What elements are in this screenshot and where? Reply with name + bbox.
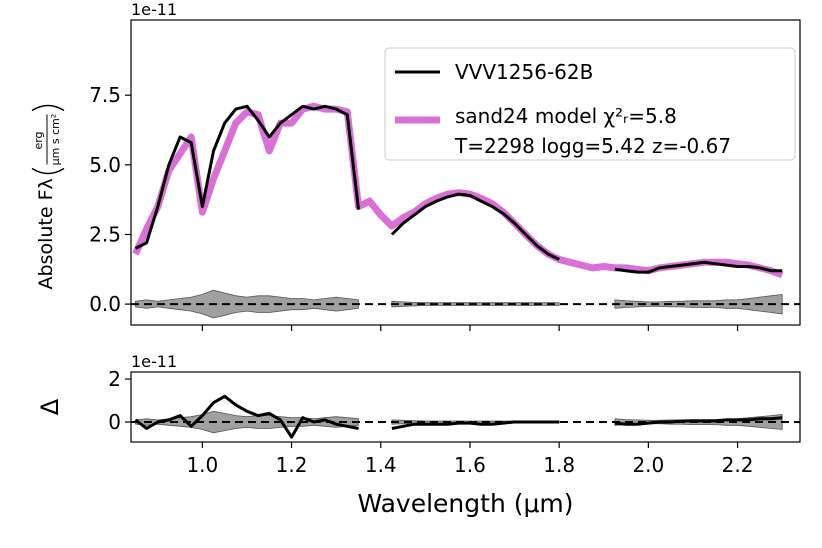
y-axis-label: Δ [36, 398, 64, 415]
y-axis-unit-den: μm s cm² [49, 114, 62, 166]
axes-frame [130, 19, 801, 326]
legend-label: sand24 model χ²ᵣ=5.8 T=2298 logg=5.42 z=-… [454, 104, 731, 158]
legend-box [384, 47, 796, 161]
plot-area [131, 394, 800, 439]
paren [31, 104, 65, 112]
x-tick-label: 1.4 [365, 453, 397, 477]
y-tick-label: 7.5 [89, 83, 121, 107]
x-axis-label: Wavelength (μm) [357, 489, 573, 518]
x-tick-label: 2.2 [722, 453, 754, 477]
series-line [134, 104, 783, 274]
axes-frame [130, 371, 801, 443]
x-tick-label: 1.0 [186, 453, 218, 477]
y-tick-label: 0 [108, 410, 121, 434]
paren [31, 167, 65, 175]
y-tick-label: 2.5 [89, 222, 121, 246]
y-tick-label: 0.0 [89, 292, 121, 316]
offset-text: 1e-11 [131, 0, 177, 19]
offset-text: 1e-11 [131, 352, 177, 371]
x-tick-label: 1.2 [276, 453, 308, 477]
series-line [134, 394, 783, 439]
x-tick-label: 1.6 [454, 453, 486, 477]
y-axis-label-text: Absolute Fλ [35, 178, 57, 289]
y-tick-label: 2 [108, 367, 121, 391]
legend-label: VVV1256-62B [455, 60, 593, 84]
y-axis-unit-num: erg [32, 131, 45, 149]
x-tick-label: 1.8 [543, 453, 575, 477]
y-tick-label: 5.0 [89, 153, 121, 177]
y-axis-label: Absolute Fλ erg μm s cm² [31, 104, 65, 290]
plot-area [131, 102, 800, 319]
x-tick-label: 2.0 [632, 453, 664, 477]
